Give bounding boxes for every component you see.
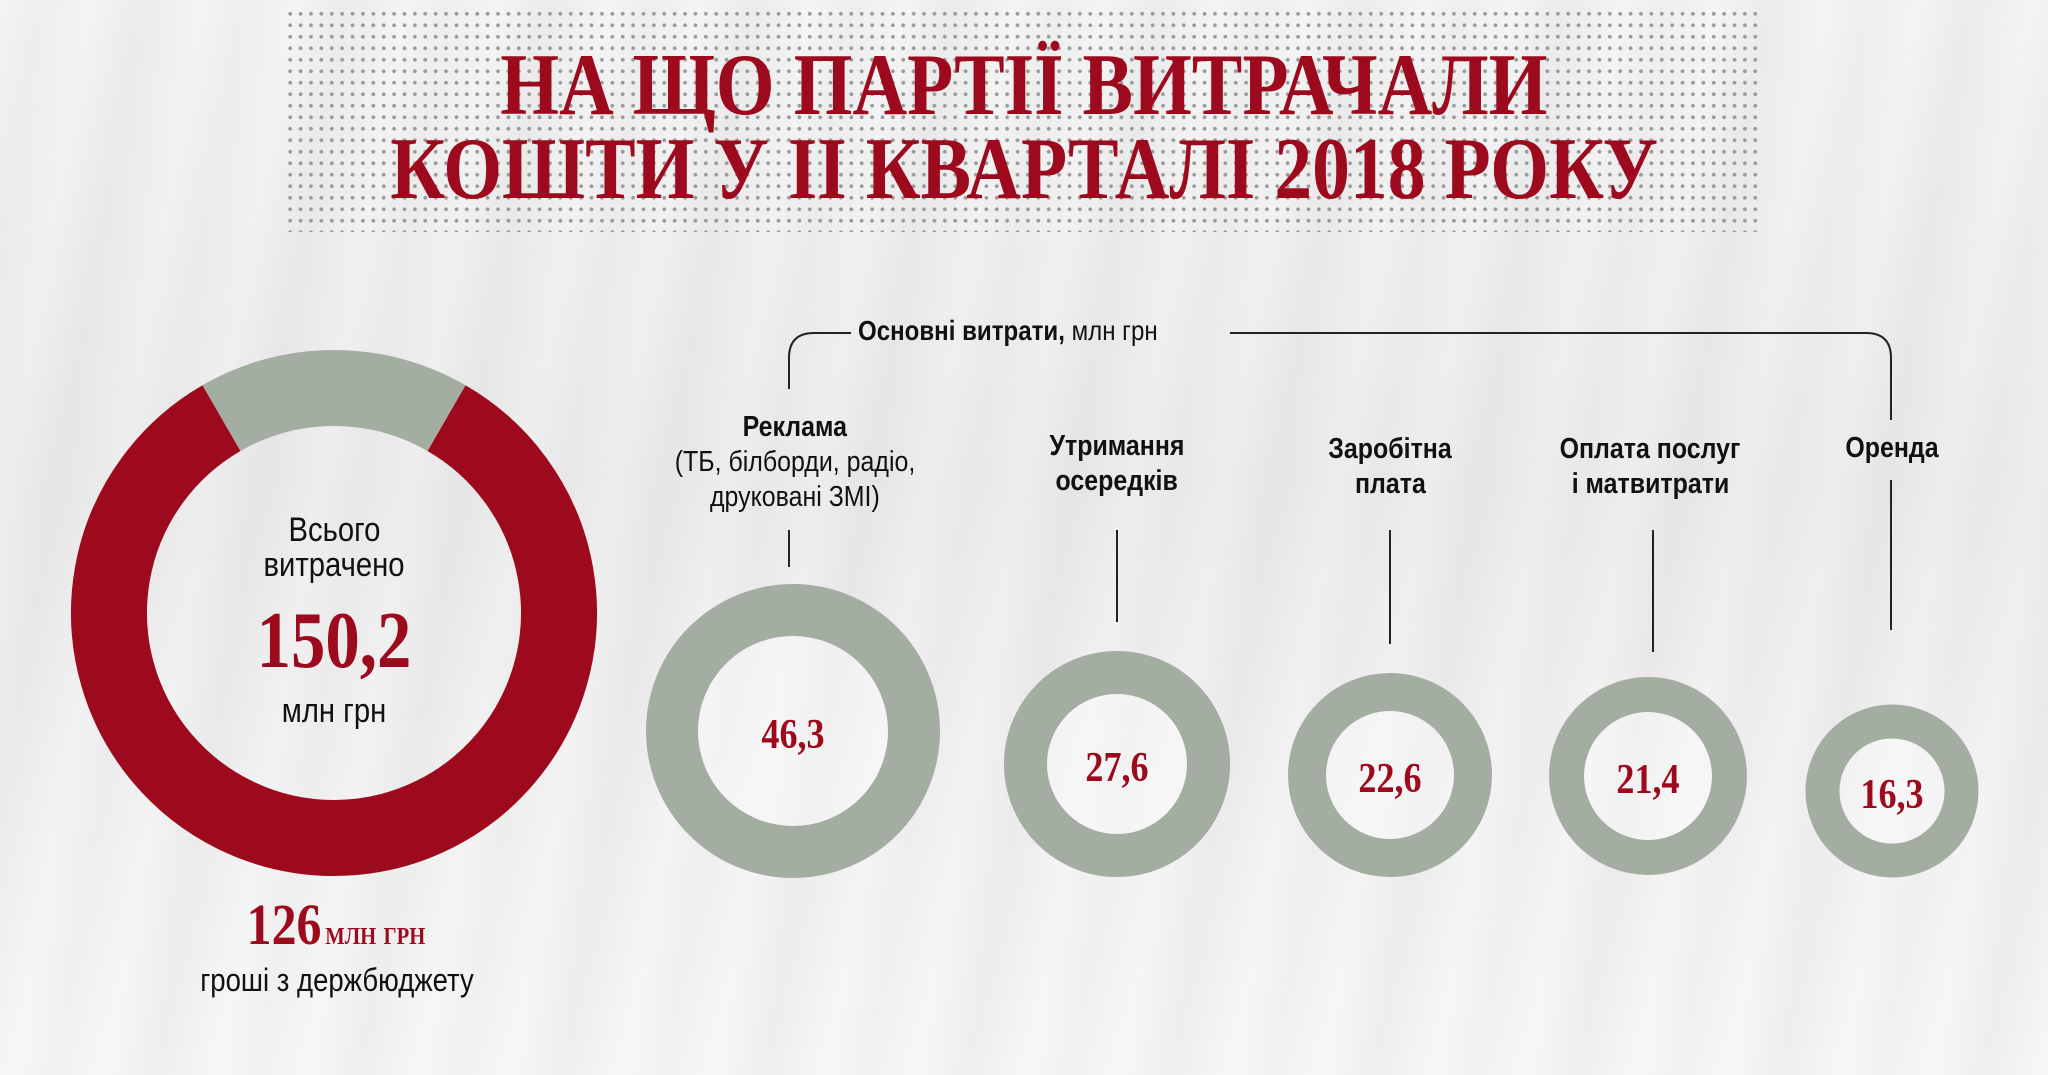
ring-value-services: 21,4 [1616, 757, 1680, 803]
category-label-advertising: Реклама (ТБ, білборди, радіо, друковані … [674, 411, 916, 513]
budget-amount: 126 млн грн [232, 896, 440, 954]
category-label-rent: Оренда [1845, 432, 1939, 464]
category-label-salary: Заробітна плата [1328, 433, 1452, 500]
bracket-line-left [788, 332, 851, 389]
main-expenses-heading: Основні витрати, млн грн [858, 315, 1158, 346]
bracket-line-right [1230, 332, 1892, 420]
ring-services [1549, 677, 1747, 875]
title-dot-pattern [285, 8, 1763, 232]
ring-value-salary: 22,6 [1358, 756, 1422, 802]
donut-segment-other [202, 350, 466, 452]
ring-rent [1805, 704, 1979, 878]
budget-note: гроші з держбюджету [200, 962, 474, 998]
ring-branches [1004, 651, 1230, 877]
total-label: Всього витрачено [263, 511, 405, 584]
donut-segment-state-budget [71, 385, 597, 876]
ring-advertising [646, 584, 940, 878]
total-unit: млн грн [281, 692, 387, 730]
ring-value-rent: 16,3 [1860, 772, 1924, 818]
total-donut [71, 350, 597, 876]
ring-value-branches: 27,6 [1085, 745, 1149, 791]
total-value: 150,2 [256, 597, 412, 685]
budget-value: 126 [246, 892, 322, 957]
category-label-services: Оплата послуг і матвитрати [1559, 433, 1741, 500]
page-title-line2: КОШТИ У ІІ КВАРТАЛІ 2018 РОКУ [390, 121, 1658, 218]
budget-unit: млн грн [325, 915, 426, 952]
category-label-branches: Утримання осередків [1049, 430, 1185, 497]
ring-salary [1288, 673, 1492, 877]
page-title-line1: НА ЩО ПАРТІЇ ВИТРАЧАЛИ [500, 37, 1548, 134]
ring-value-advertising: 46,3 [761, 712, 825, 758]
